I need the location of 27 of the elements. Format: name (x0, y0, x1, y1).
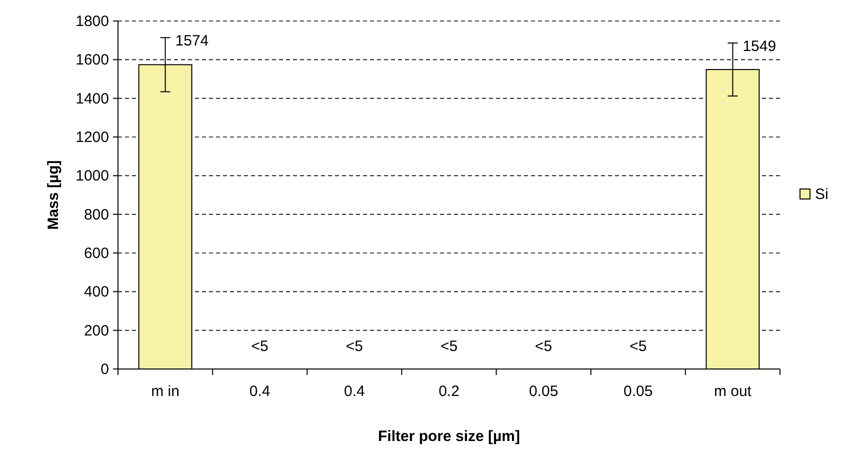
y-axis-title: Mass [µg] (45, 160, 62, 230)
text: <5 (346, 338, 363, 355)
x-tick-label: 0.4 (249, 383, 270, 400)
y-tick-label: 1400 (76, 90, 109, 108)
text: <5 (251, 338, 268, 355)
y-tick-label: 1200 (76, 129, 109, 146)
y-tick-label: 200 (84, 322, 109, 340)
y-tick-label: 1600 (76, 52, 109, 69)
text: <5 (535, 338, 552, 355)
x-tick-label: m in (151, 383, 180, 400)
text: <5 (440, 338, 458, 355)
y-tick-label: 400 (84, 284, 109, 301)
x-tick-label: m out (714, 383, 752, 400)
y-tick-label: 1000 (76, 168, 109, 185)
x-tick-label: 0.05 (528, 383, 558, 400)
legend-label: Si (815, 186, 828, 203)
y-tick-label: 1800 (76, 13, 109, 30)
x-tick-label: 0.2 (438, 383, 460, 400)
y-tick-label: 600 (84, 245, 109, 262)
text: <5 (630, 338, 647, 355)
y-tick-label: 800 (84, 206, 109, 224)
x-axis-title: Filter pore size [µm] (378, 428, 520, 445)
x-tick-label: 0.4 (344, 383, 365, 400)
y-tick-label: 0 (100, 361, 109, 378)
x-tick-label: 0.05 (624, 383, 653, 400)
data-label: 1549 (742, 38, 776, 56)
data-label: 1574 (175, 32, 209, 50)
